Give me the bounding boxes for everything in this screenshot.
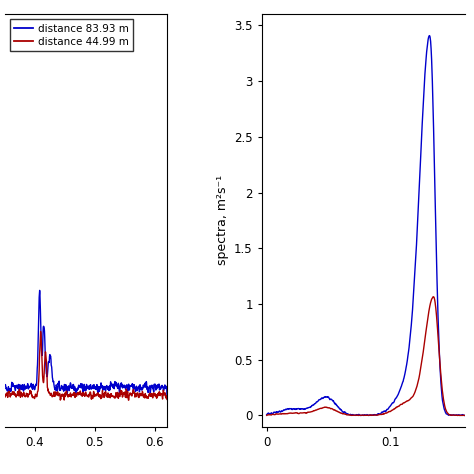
- Legend: distance 83.93 m, distance 44.99 m: distance 83.93 m, distance 44.99 m: [10, 19, 133, 51]
- Y-axis label: spectra, m²s⁻¹: spectra, m²s⁻¹: [216, 175, 228, 265]
